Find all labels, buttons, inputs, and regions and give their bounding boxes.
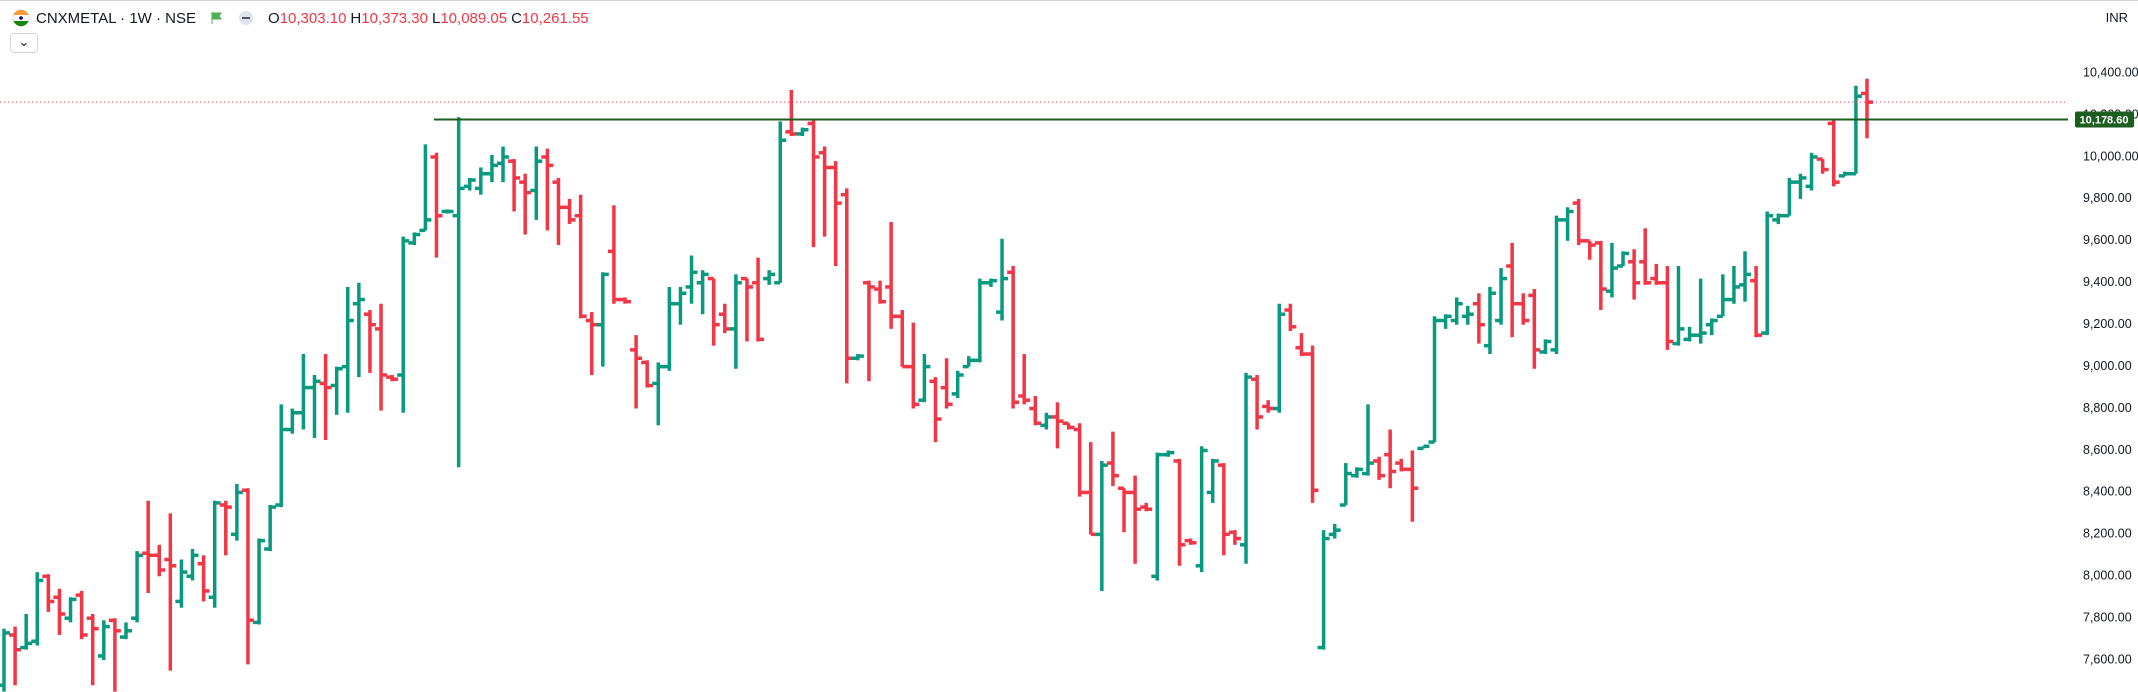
hide-button[interactable] — [238, 10, 254, 26]
y-tick-label: 7,800.00 — [2083, 611, 2132, 625]
chart-header: CNXMETAL · 1W · NSE O 10,303.10 H 10,373.30… — [12, 9, 593, 27]
y-tick-label: 8,000.00 — [2083, 569, 2132, 583]
flag-marker[interactable] — [210, 11, 224, 25]
legend-key: L — [432, 9, 441, 27]
price-label: 10,178.60 — [2080, 114, 2129, 126]
y-tick-label: 10,000.00 — [2083, 149, 2138, 163]
legend-key: C — [511, 9, 522, 27]
currency[interactable]: INR — [2105, 10, 2128, 25]
y-tick-label: 9,600.00 — [2083, 233, 2132, 247]
legend-key: O — [268, 9, 280, 27]
y-tick-label: 8,200.00 — [2083, 527, 2132, 541]
legend-key: H — [350, 9, 362, 27]
y-tick-label: 10,400.00 — [2083, 65, 2138, 79]
y-tick-label: 7,600.00 — [2083, 652, 2132, 666]
y-tick-label: 9,800.00 — [2083, 191, 2132, 205]
ohlc-legend: O 10,303.10 H 10,373.30 L 10,089.05 C 10,261.55 — [268, 10, 593, 27]
y-tick-label: 9,000.00 — [2083, 359, 2132, 373]
legend-value: 10,373.30 — [361, 9, 428, 27]
y-tick-label: 8,400.00 — [2083, 485, 2132, 499]
legend-value: 10,261.55 — [521, 9, 589, 27]
price-label-box — [2075, 111, 2134, 128]
y-tick-label: 9,200.00 — [2083, 317, 2132, 331]
legend-value: 10,089.05 — [440, 9, 508, 27]
legend-value: 10,303.10 — [279, 9, 347, 27]
collapse-button[interactable]: ⌄ — [10, 33, 38, 53]
symbol[interactable]: CNXMETAL · 1W · NSE — [36, 9, 197, 27]
y-tick-label: 9,400.00 — [2083, 275, 2132, 289]
flag-icon — [12, 9, 30, 27]
y-tick-label: 8,600.00 — [2083, 443, 2132, 457]
y-tick-label: 8,800.00 — [2083, 401, 2132, 415]
